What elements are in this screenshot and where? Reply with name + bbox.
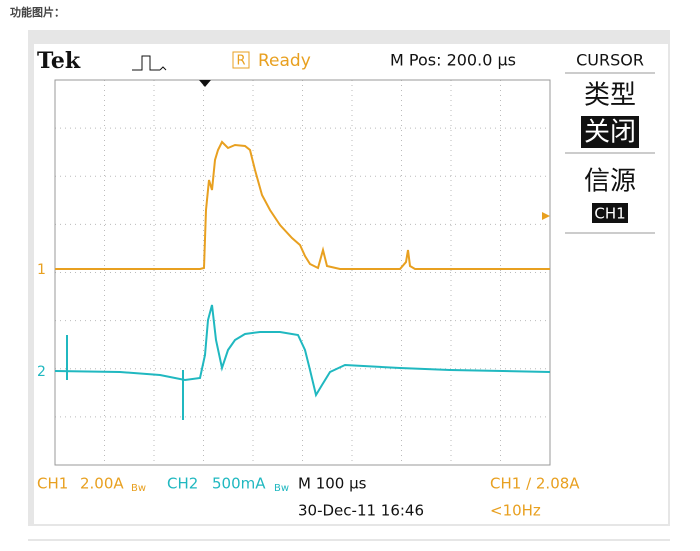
trigger-icon bbox=[132, 55, 167, 71]
ch1-bw: Bw bbox=[131, 483, 146, 494]
ch1-scale: 2.00A bbox=[80, 475, 124, 493]
state-icon: R bbox=[236, 54, 245, 69]
ch2-bw: Bw bbox=[274, 483, 289, 494]
ch1-waveform bbox=[55, 140, 550, 270]
ch2-scale: 500mA bbox=[212, 475, 266, 493]
menu-value-bg bbox=[581, 116, 639, 148]
position: M Pos: 200.0 µs bbox=[390, 51, 516, 70]
ch1-marker: 1 bbox=[37, 262, 46, 278]
trigger-marker bbox=[199, 80, 211, 87]
timebase: M 100 µs bbox=[298, 475, 367, 493]
trigger-info: CH1 ∕ 2.08A bbox=[490, 475, 580, 493]
scope-screen bbox=[34, 44, 668, 524]
menu-value: CH1 bbox=[594, 205, 625, 223]
ch2-marker: 2 bbox=[37, 364, 46, 380]
state-box bbox=[232, 51, 250, 69]
graticule-border bbox=[54, 79, 551, 466]
graticule bbox=[55, 80, 550, 465]
menu-label: 类型 bbox=[584, 81, 636, 111]
ch2-name: CH2 bbox=[167, 475, 198, 493]
menu-value-bg bbox=[592, 203, 628, 223]
menu-title: CURSOR bbox=[576, 51, 644, 70]
menu-value: 关闭 bbox=[584, 118, 636, 148]
frequency: <10Hz bbox=[490, 502, 541, 520]
ch2-waveform bbox=[54, 304, 551, 398]
page-label: 功能图片： bbox=[10, 5, 65, 19]
level-marker bbox=[542, 212, 550, 220]
ch1-name: CH1 bbox=[37, 475, 68, 493]
brand: Tek bbox=[37, 48, 81, 74]
trigger-state: Ready bbox=[258, 51, 311, 71]
menu-label: 信源 bbox=[584, 167, 636, 197]
datetime: 30-Dec-11 16:46 bbox=[298, 502, 424, 520]
